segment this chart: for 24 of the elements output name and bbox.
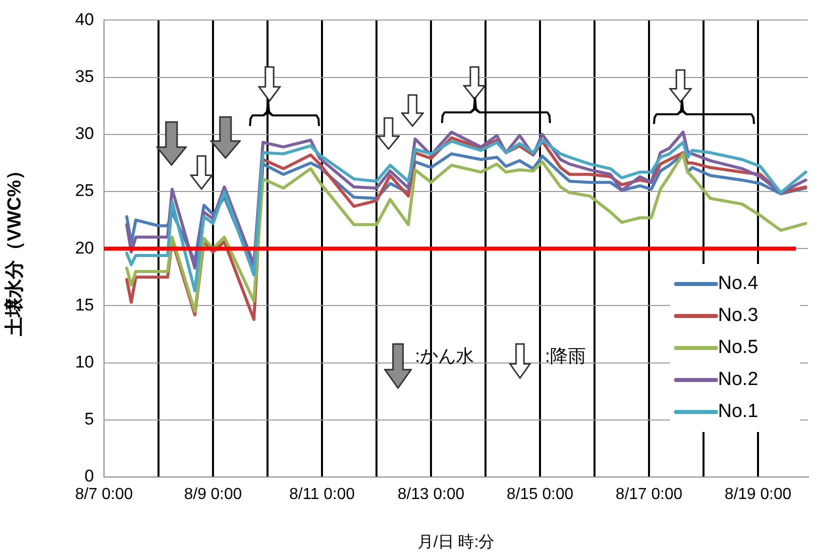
y-tick-label: 5 xyxy=(84,410,94,429)
y-tick-label: 40 xyxy=(75,10,94,29)
x-tick-label: 8/15 0:00 xyxy=(506,486,574,504)
legend-label: No.5 xyxy=(718,337,758,358)
y-tick-label: 15 xyxy=(75,295,94,314)
legend-label: No.3 xyxy=(718,305,758,326)
x-tick-label: 8/17 0:00 xyxy=(616,486,682,504)
y-tick-label: 30 xyxy=(75,124,94,144)
y-tick-label: 0 xyxy=(84,466,94,486)
x-tick-label: 8/9 0:00 xyxy=(184,486,242,504)
legend-label: No.4 xyxy=(718,273,759,294)
y-tick-label: 10 xyxy=(75,352,94,372)
x-axis-title: 月/日 時:分 xyxy=(417,532,495,551)
y-axis-title: 土壌水分（VWC%） xyxy=(4,160,26,338)
y-tick-label: 20 xyxy=(75,238,94,258)
x-tick-label: 8/19 0:00 xyxy=(724,486,792,504)
annotation: :降雨 xyxy=(545,346,586,366)
x-tick-label: 8/7 0:00 xyxy=(75,486,134,504)
x-tick-label: 8/11 0:00 xyxy=(289,486,355,504)
legend-label: No.2 xyxy=(718,369,758,390)
y-tick-label: 25 xyxy=(75,181,94,200)
x-tick-label: 8/13 0:00 xyxy=(398,486,464,504)
y-tick-label: 35 xyxy=(75,66,94,86)
legend-label: No.1 xyxy=(718,401,758,422)
